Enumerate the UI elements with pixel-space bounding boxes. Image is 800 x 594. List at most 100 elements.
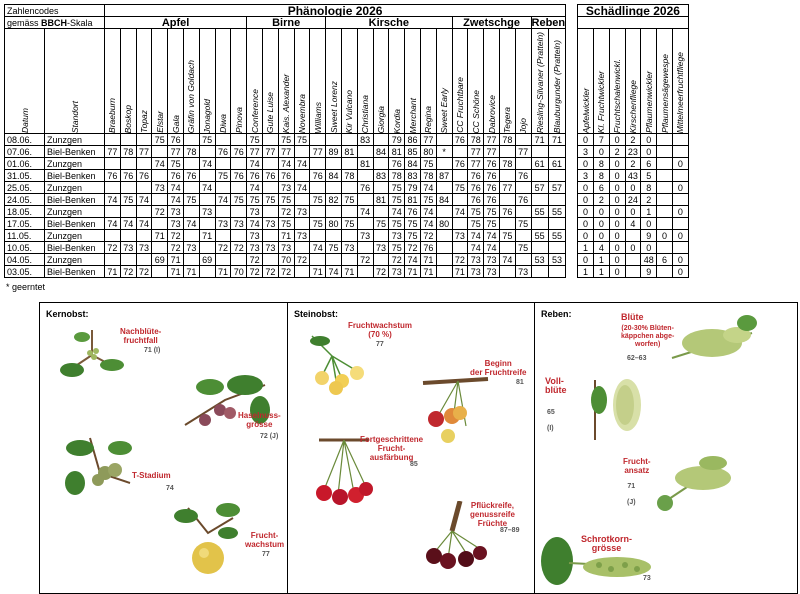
stage-value [182,181,200,195]
stage-value [135,157,153,171]
pest-value [624,229,642,243]
stage-value: 74 [119,217,137,231]
row-site: Biel-Benken [44,145,105,159]
stage-value: 79 [388,133,406,147]
stage-value: 74 [419,205,437,219]
stage-value: 73 [277,181,295,195]
pest-value: 0 [640,241,658,255]
stage-value [514,253,532,267]
vollbluete-image [591,379,641,440]
stage-value: 72 [214,241,232,255]
col-header-variety: Elstar [151,27,169,135]
col-header-variety: Diwa [214,27,232,135]
stage-value [135,253,153,267]
stage-value [119,229,137,243]
pest-value: 0 [577,217,594,231]
stage-value: * [435,145,453,159]
pest-value: 0 [608,169,626,183]
pest-value: 24 [624,193,642,207]
stage-value: 76 [230,169,248,183]
stage-value [435,265,453,279]
stage-value: 75 [514,217,532,231]
stage-value [293,145,311,159]
fruchtansatz-image [657,456,731,511]
pest-value: 6 [656,253,673,267]
beginn-fruchtreife-image [422,377,489,443]
stage-value: 76 [483,193,500,207]
stage-value: 69 [151,253,169,267]
pest-value: 0 [592,229,610,243]
stage-value: 72 [261,265,279,279]
stage-value: 73 [135,241,153,255]
stage-value: 72 [167,241,184,255]
stage-value: 81 [372,193,390,207]
stage-value: 74 [104,193,121,207]
row-site: Zunzgen [44,133,105,147]
t-stadium-image [65,437,132,495]
stage-value: 74 [277,157,295,171]
stage-value [514,181,532,195]
stage-value [372,133,390,147]
stage-value [372,205,390,219]
scale-label: gemäss BBCH-Skala [4,16,105,29]
pest-value [671,241,689,255]
stage-value: 73 [261,217,279,231]
col-header-variety: Gala [167,27,184,135]
pest-value: 0 [592,145,610,159]
stage-value [547,265,567,279]
stage-value: 78 [340,169,358,183]
pest-value: 0 [577,229,594,243]
stage-value: 75 [372,217,390,231]
stage-value: 72 [151,205,169,219]
stage-value [340,157,358,171]
stage-value: 75 [293,133,311,147]
stage-value: 77 [514,145,532,159]
col-header-variety: Christiana [356,27,374,135]
pest-value: 0 [671,157,689,171]
stage-value: 89 [325,145,342,159]
stage-value [356,217,374,231]
stage-value: 74 [167,193,184,207]
stage-value [214,157,232,171]
stage-value: 71 [277,229,295,243]
stage-value: 83 [372,169,390,183]
row-date: 10.05. [4,241,45,255]
pest-value [656,265,673,279]
row-date: 03.05. [4,265,45,279]
row-site: Biel-Benken [44,193,105,207]
stage-value: 76 [356,181,374,195]
stage-value: 71 [419,253,437,267]
stage-value: 76 [451,133,469,147]
stage-value: 71 [167,253,184,267]
stage-label-haselnuss: Haselnuss- grösse [238,411,281,429]
stage-value: 75 [182,193,200,207]
stage-value: 72 [277,265,295,279]
stage-value: 75 [388,193,406,207]
stage-value [214,229,232,243]
stage-value: 75 [340,217,358,231]
stage-value [182,253,200,267]
pest-value [624,265,642,279]
stage-value [451,169,469,183]
col-header-variety: Jonagold [198,27,216,135]
stage-value: 75 [388,217,406,231]
stage-value: 76 [483,169,500,183]
stage-code-pflueckreife: 87–89 [500,527,520,534]
stage-value [530,265,549,279]
group-1: Birne [246,16,327,29]
pest-value [671,193,689,207]
stage-value: 75 [467,205,485,219]
panel-reben: Reben: Blüte (20-30% Blüten- käppchen ab… [534,302,798,594]
stage-value: 57 [547,181,567,195]
pest-value: 6 [640,157,658,171]
stage-value: 69 [198,253,216,267]
stage-value: 71 [198,229,216,243]
table-row: 10.05. Biel-Benken 72 73 73 72 73 72 72 73 73 73 74 7… [4,241,689,255]
stage-value: 73 [372,241,390,255]
stage-value: 75 [388,241,406,255]
stage-value: 53 [530,253,549,267]
stage-value: 71 [167,265,184,279]
table-row: 04.05. Zunzgen 69 71 69 72 70 72 72 72 74 71 72 73 73 7… [4,253,689,267]
stage-label-beginn-fruchtreife: Beginn der Fruchtreife [470,359,527,377]
stage-value: 75 [277,193,295,207]
